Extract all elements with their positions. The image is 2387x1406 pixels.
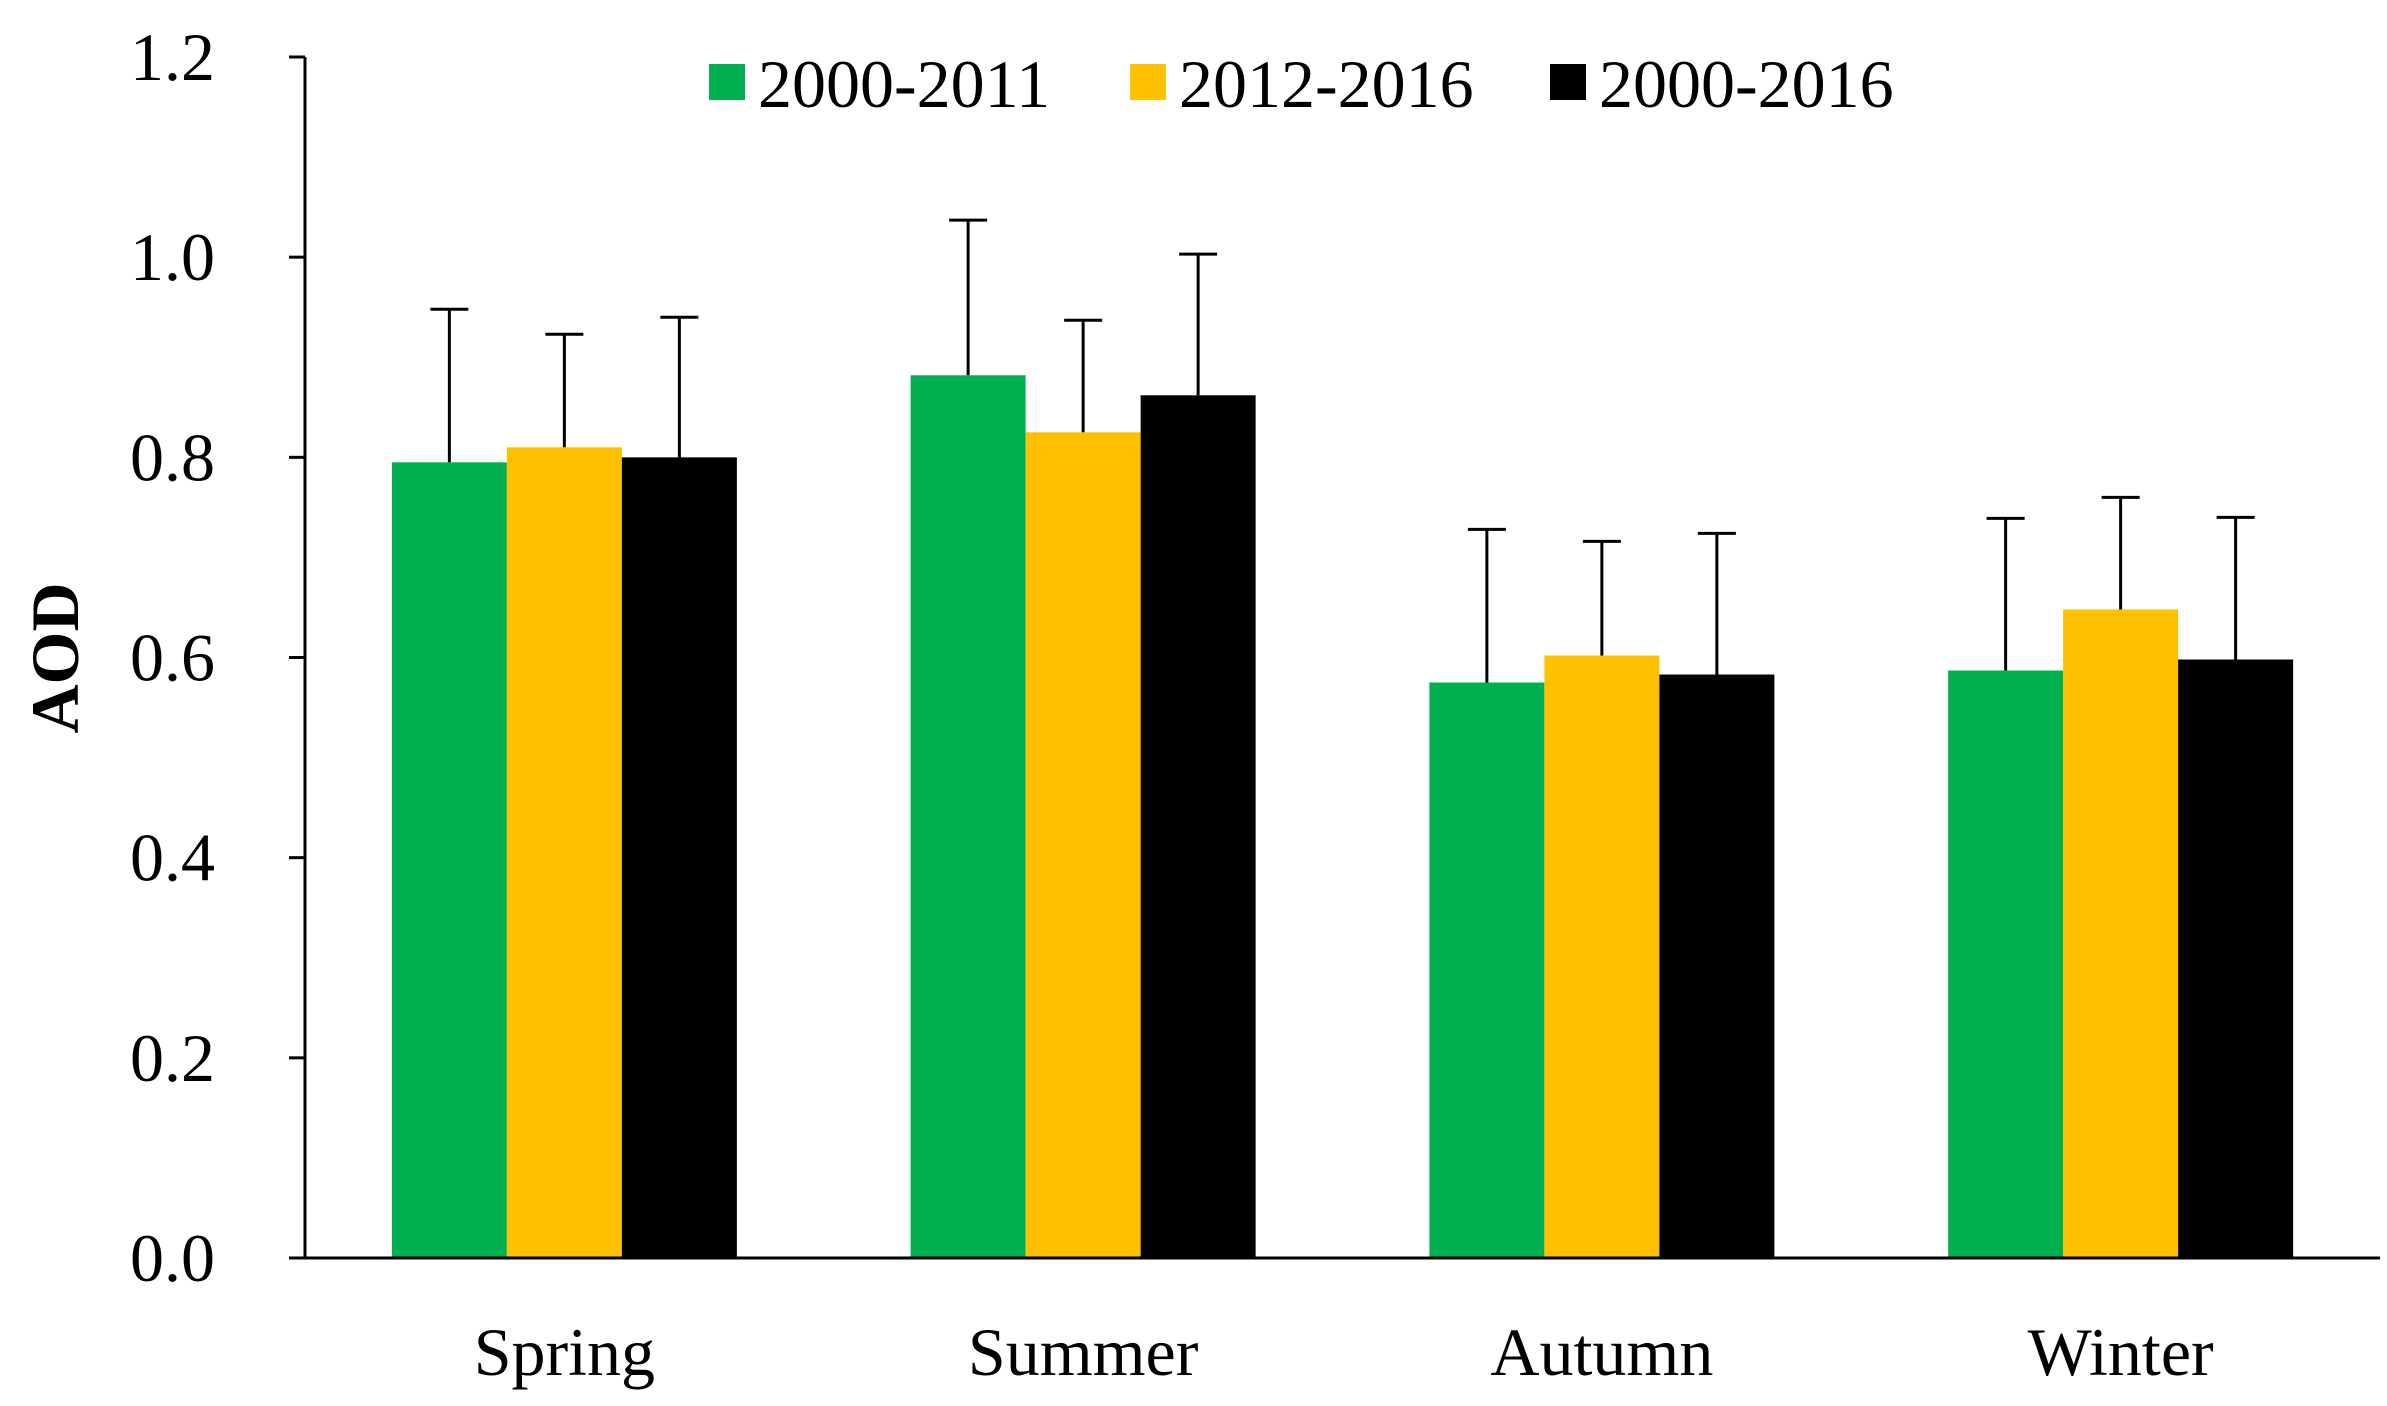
bar-winter-2000-2016 — [2178, 659, 2294, 1258]
bar-summer-2000-2016 — [1140, 395, 1256, 1258]
legend-label-2012-2016: 2012-2016 — [1179, 46, 1474, 122]
error-bar-autumn-2012-2016 — [1582, 539, 1621, 656]
y-tick-label: 1.0 — [130, 219, 215, 295]
y-tick-label: 1.2 — [130, 19, 215, 95]
error-bar-summer-2000-2016 — [1179, 252, 1218, 396]
bars — [391, 375, 2294, 1258]
error-bar-spring-2000-2016 — [660, 315, 699, 458]
legend-swatch-2000-2011 — [709, 64, 745, 100]
error-bars — [430, 218, 2255, 683]
error-bar-summer-2000-2011 — [949, 218, 988, 376]
bar-autumn-2012-2016 — [1544, 655, 1660, 1258]
error-bar-summer-2012-2016 — [1064, 318, 1103, 433]
bar-winter-2012-2016 — [2063, 609, 2179, 1258]
error-bar-winter-2000-2011 — [1986, 516, 2025, 671]
legend-label-2000-2016: 2000-2016 — [1599, 46, 1894, 122]
y-tick-label: 0.8 — [130, 419, 215, 495]
y-tick-label: 0.4 — [130, 820, 215, 896]
legend-swatch-2000-2016 — [1550, 64, 1586, 100]
bar-winter-2000-2011 — [1948, 670, 2064, 1258]
error-bar-winter-2000-2016 — [2216, 515, 2255, 660]
error-bar-winter-2012-2016 — [2101, 495, 2140, 610]
y-tick-label: 0.0 — [130, 1220, 215, 1296]
error-bar-spring-2000-2011 — [430, 307, 469, 463]
legend-swatch-2012-2016 — [1130, 64, 1166, 100]
error-bar-autumn-2000-2016 — [1697, 531, 1736, 675]
y-tick-label: 0.6 — [130, 620, 215, 696]
bar-autumn-2000-2011 — [1429, 682, 1545, 1258]
bar-spring-2000-2016 — [621, 457, 737, 1258]
bar-summer-2000-2011 — [910, 375, 1026, 1258]
x-categories: Spring Summer Autumn Winter — [474, 1314, 2214, 1390]
y-ticks: 0.0 0.2 0.4 0.6 0.8 1.0 1.2 — [130, 19, 305, 1296]
legend-label-2000-2011: 2000-2011 — [758, 46, 1050, 122]
bar-summer-2012-2016 — [1025, 432, 1141, 1258]
error-bar-spring-2012-2016 — [545, 332, 584, 448]
category-label-summer: Summer — [968, 1314, 1199, 1390]
error-bar-autumn-2000-2011 — [1467, 527, 1506, 683]
bar-spring-2012-2016 — [506, 447, 622, 1258]
y-tick-label: 0.2 — [130, 1020, 215, 1096]
y-axis-label: AOD — [17, 582, 93, 733]
legend: 2000-2011 2012-2016 2000-2016 — [709, 46, 1894, 122]
category-label-autumn: Autumn — [1490, 1314, 1713, 1390]
category-label-spring: Spring — [474, 1314, 655, 1390]
bar-spring-2000-2011 — [391, 462, 507, 1258]
bar-autumn-2000-2016 — [1659, 674, 1775, 1258]
category-label-winter: Winter — [2028, 1314, 2214, 1390]
